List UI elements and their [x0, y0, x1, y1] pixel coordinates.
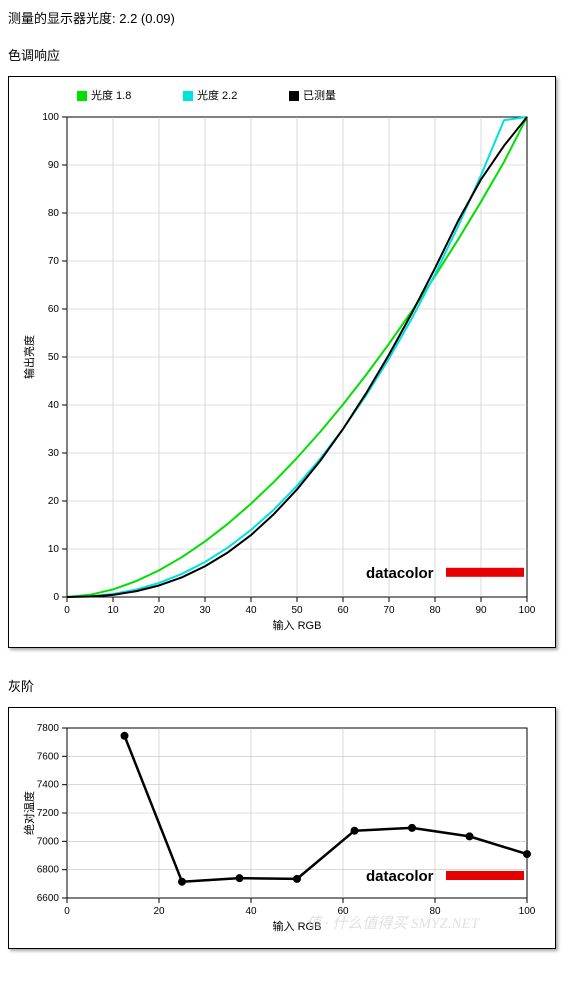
svg-text:6600: 6600: [37, 893, 60, 904]
svg-text:7000: 7000: [37, 836, 60, 847]
svg-text:0: 0: [64, 906, 70, 917]
svg-text:40: 40: [48, 400, 60, 411]
svg-text:值 · 什么值得买 SMYZ.NET: 值 · 什么值得买 SMYZ.NET: [306, 915, 481, 932]
svg-text:7400: 7400: [37, 780, 60, 791]
grayscale-chart: 0204060801006600680070007200740076007800…: [8, 707, 556, 949]
svg-text:datacolor: datacolor: [366, 868, 434, 885]
svg-text:100: 100: [519, 605, 536, 616]
svg-text:70: 70: [48, 256, 60, 267]
svg-text:0: 0: [53, 592, 59, 603]
svg-text:100: 100: [519, 906, 536, 917]
svg-text:20: 20: [153, 605, 165, 616]
svg-text:6800: 6800: [37, 865, 60, 876]
svg-text:70: 70: [383, 605, 395, 616]
svg-text:输入 RGB: 输入 RGB: [273, 618, 322, 632]
tone-response-chart: 0 10 20 30 40 50 60 70 80 90 100 0 10 20 30 40 50 60 70 80 9…: [8, 76, 556, 648]
svg-text:已测量: 已测量: [303, 89, 336, 102]
svg-text:10: 10: [48, 544, 60, 555]
svg-text:10: 10: [107, 605, 119, 616]
chart1-title: 色调响应: [8, 45, 556, 64]
svg-text:7800: 7800: [37, 723, 60, 734]
measured-gamma: 测量的显示器光度: 2.2 (0.09): [8, 8, 556, 27]
svg-text:20: 20: [153, 906, 165, 917]
svg-text:80: 80: [429, 605, 441, 616]
svg-text:30: 30: [48, 448, 60, 459]
svg-text:30: 30: [199, 605, 211, 616]
svg-text:7600: 7600: [37, 751, 60, 762]
svg-text:40: 40: [245, 906, 257, 917]
svg-text:光度 2.2: 光度 2.2: [197, 88, 237, 102]
svg-text:50: 50: [291, 605, 303, 616]
svg-text:7200: 7200: [37, 808, 60, 819]
svg-text:光度 1.8: 光度 1.8: [91, 88, 131, 102]
svg-text:0: 0: [64, 605, 70, 616]
svg-text:60: 60: [48, 304, 60, 315]
svg-text:60: 60: [337, 605, 349, 616]
svg-text:绝对温度: 绝对温度: [22, 791, 36, 835]
svg-text:50: 50: [48, 352, 60, 363]
chart2-title: 灰阶: [8, 676, 556, 695]
svg-text:80: 80: [48, 208, 60, 219]
svg-text:20: 20: [48, 496, 60, 507]
svg-text:输出亮度: 输出亮度: [22, 335, 36, 379]
svg-text:datacolor: datacolor: [366, 565, 434, 582]
svg-text:90: 90: [475, 605, 487, 616]
svg-text:100: 100: [42, 112, 59, 123]
svg-text:90: 90: [48, 160, 60, 171]
svg-text:40: 40: [245, 605, 257, 616]
